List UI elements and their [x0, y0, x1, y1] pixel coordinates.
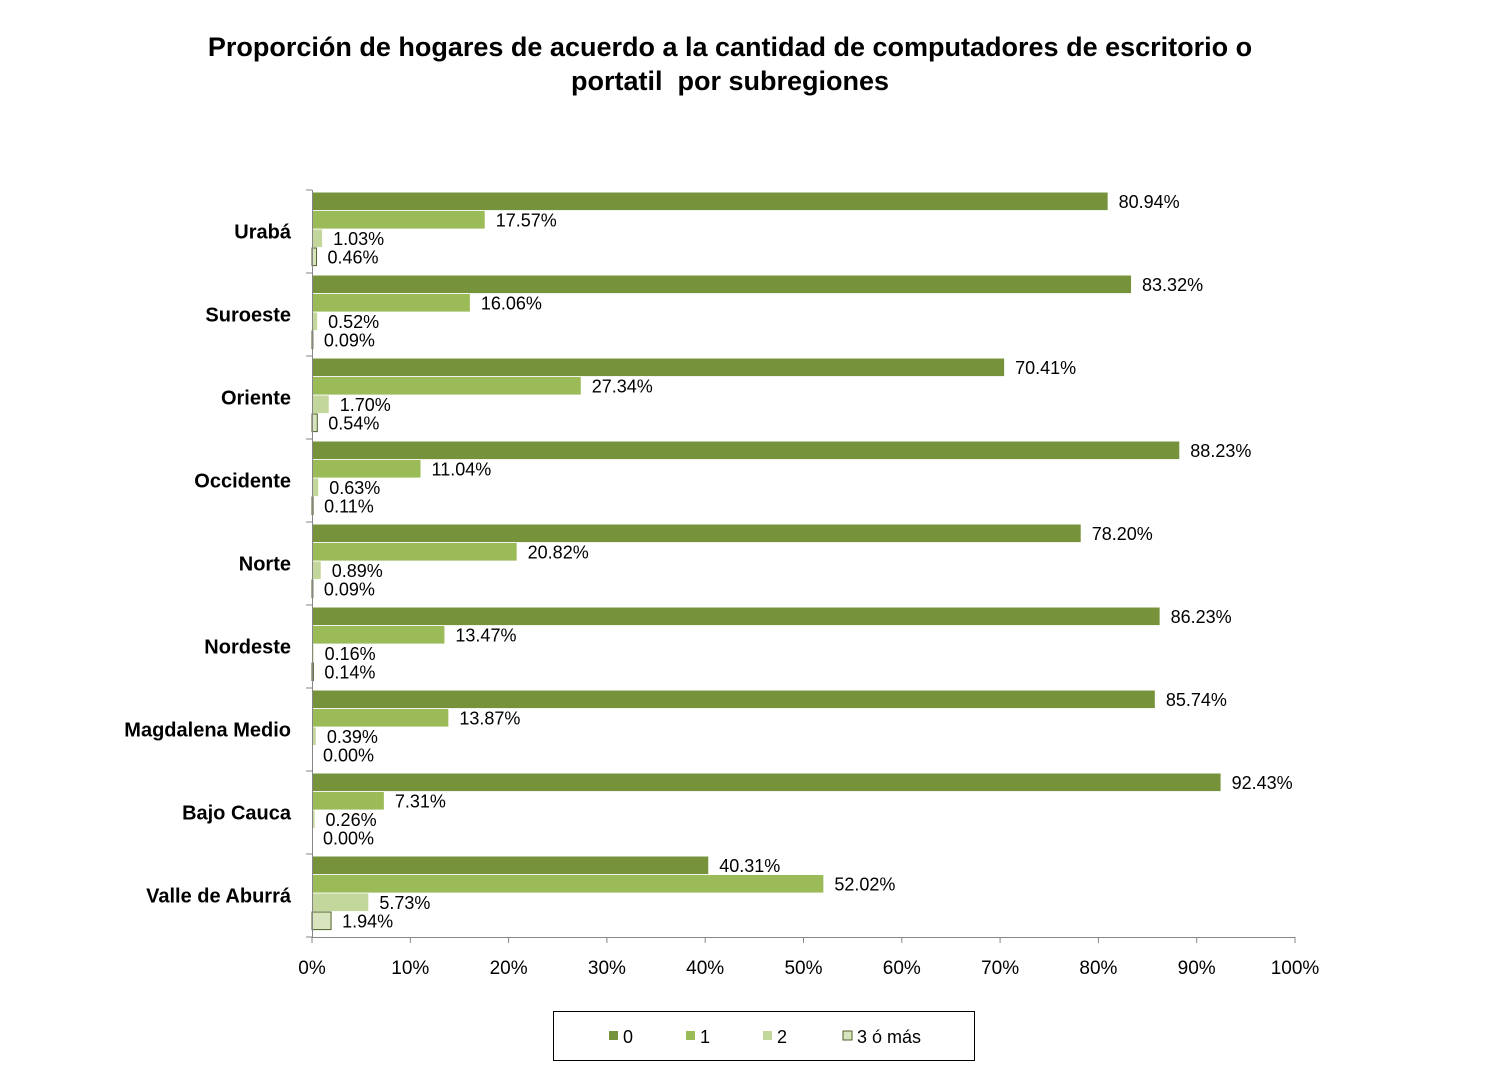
bar-9-series-2	[312, 875, 824, 893]
data-label-8-series-4: 0.00%	[323, 828, 374, 848]
chart-title: Proporción de hogares de acuerdo a la ca…	[0, 30, 1460, 98]
data-label-1-series-3: 1.03%	[333, 229, 384, 249]
bar-9-series-1	[312, 856, 709, 875]
x-tick-label-3: 30%	[588, 958, 626, 979]
data-label-9-series-1: 40.31%	[719, 856, 780, 876]
bar-2-series-1	[312, 275, 1132, 294]
x-tick-label-0: 0%	[298, 958, 326, 979]
data-label-5-series-2: 20.82%	[528, 542, 589, 562]
category-label-7: Magdalena Medio	[124, 720, 291, 742]
labels-layer: 80.94% 17.57% 1.03%0.46% Urabá 83.32% 16.06% 0…	[124, 192, 1293, 931]
bar-7-series-1	[312, 690, 1155, 709]
data-label-3-series-4: 0.54%	[328, 413, 379, 433]
x-tick-label-8: 80%	[1079, 958, 1117, 979]
legend-swatch-4	[842, 1030, 853, 1041]
bar-1-series-3	[312, 229, 323, 248]
data-label-2-series-1: 83.32%	[1142, 275, 1203, 295]
bar-1-series-1	[312, 192, 1108, 211]
data-label-8-series-2: 7.31%	[395, 791, 446, 811]
legend-label-4: 3 ó más	[857, 1027, 921, 1047]
x-tick-label-4: 40%	[686, 958, 724, 979]
data-label-1-series-4: 0.46%	[328, 247, 379, 267]
category-label-6: Nordeste	[204, 637, 291, 659]
data-label-6-series-2: 13.47%	[455, 625, 516, 645]
data-label-6-series-3: 0.16%	[325, 644, 376, 664]
bar-5-series-2	[312, 543, 517, 561]
data-label-6-series-1: 86.23%	[1171, 607, 1232, 627]
legend-label-1: 0	[623, 1027, 633, 1047]
bar-8-series-2	[312, 792, 384, 810]
data-label-3-series-3: 1.70%	[340, 395, 391, 415]
category-label-4: Occidente	[194, 471, 291, 493]
bar-2-series-3	[312, 312, 318, 331]
data-label-9-series-4: 1.94%	[342, 911, 393, 931]
bar-4-series-1	[312, 441, 1180, 460]
bar-3-series-2	[312, 377, 581, 395]
data-label-6-series-4: 0.14%	[324, 662, 375, 682]
bar-4-series-2	[312, 460, 421, 478]
data-label-8-series-3: 0.26%	[326, 810, 377, 830]
category-label-8: Bajo Cauca	[182, 803, 292, 825]
data-label-4-series-4: 0.11%	[324, 496, 374, 516]
legend-swatch-1	[609, 1031, 618, 1040]
bar-3-series-3	[312, 395, 329, 414]
data-label-1-series-2: 17.57%	[496, 210, 557, 230]
legend-label-2: 1	[700, 1027, 710, 1047]
legend-label-3: 2	[777, 1027, 787, 1047]
data-label-2-series-3: 0.52%	[328, 312, 379, 332]
data-label-3-series-1: 70.41%	[1015, 358, 1076, 378]
x-tick-label-1: 10%	[391, 958, 429, 979]
data-label-7-series-3: 0.39%	[327, 727, 378, 747]
bar-2-series-2	[312, 294, 470, 312]
data-label-7-series-4: 0.00%	[323, 745, 374, 765]
bar-3-series-1	[312, 358, 1005, 377]
data-label-9-series-3: 5.73%	[379, 893, 430, 913]
data-label-5-series-3: 0.89%	[332, 561, 383, 581]
axis-layer: 0% 10% 20% 30% 40% 50% 60% 70% 80% 90% 100%	[298, 189, 1320, 979]
data-label-5-series-4: 0.09%	[324, 579, 375, 599]
data-label-9-series-2: 52.02%	[834, 874, 895, 894]
data-label-2-series-2: 16.06%	[481, 293, 542, 313]
bar-9-series-3	[312, 893, 369, 912]
category-label-1: Urabá	[234, 222, 292, 244]
x-tick-label-6: 60%	[883, 958, 921, 979]
bar-4-series-3	[312, 478, 319, 497]
chart-title-line-1: Proporción de hogares de acuerdo a la ca…	[207, 32, 1253, 62]
bar-1-series-2	[312, 211, 485, 229]
bar-5-series-1	[312, 524, 1081, 543]
bar-7-series-3	[312, 727, 316, 746]
legend-swatch-3	[763, 1031, 772, 1040]
bar-7-series-2	[312, 709, 449, 727]
x-tick-label-9: 90%	[1178, 958, 1216, 979]
category-label-2: Suroeste	[205, 305, 291, 327]
data-label-4-series-3: 0.63%	[329, 478, 380, 498]
legend: 0 1 2 3 ó más	[553, 1011, 975, 1061]
x-tick-label-10: 100%	[1271, 958, 1320, 979]
data-label-7-series-1: 85.74%	[1166, 690, 1227, 710]
bar-8-series-3	[312, 810, 315, 829]
category-label-3: Oriente	[221, 388, 291, 410]
data-label-2-series-4: 0.09%	[324, 330, 375, 350]
bar-6-series-1	[312, 607, 1160, 626]
x-tick-label-5: 50%	[784, 958, 822, 979]
data-label-3-series-2: 27.34%	[592, 376, 653, 396]
bar-5-series-3	[312, 561, 321, 580]
bar-8-series-1	[312, 773, 1221, 792]
data-label-4-series-2: 11.04%	[432, 459, 492, 479]
data-label-7-series-2: 13.87%	[459, 708, 520, 728]
data-label-4-series-1: 88.23%	[1190, 441, 1251, 461]
bars-layer	[311, 192, 1221, 931]
data-label-1-series-1: 80.94%	[1119, 192, 1180, 212]
bar-6-series-2	[312, 626, 445, 644]
data-label-5-series-1: 78.20%	[1092, 524, 1153, 544]
category-label-9: Valle de Aburrá	[146, 886, 292, 908]
bar-9-series-4	[311, 911, 332, 931]
legend-swatch-2	[686, 1031, 695, 1040]
x-tick-label-7: 70%	[981, 958, 1019, 979]
category-label-5: Norte	[239, 554, 291, 576]
chart-title-line-2: portatil por subregiones	[570, 66, 890, 96]
x-tick-label-2: 20%	[490, 958, 528, 979]
data-label-8-series-1: 92.43%	[1232, 773, 1293, 793]
